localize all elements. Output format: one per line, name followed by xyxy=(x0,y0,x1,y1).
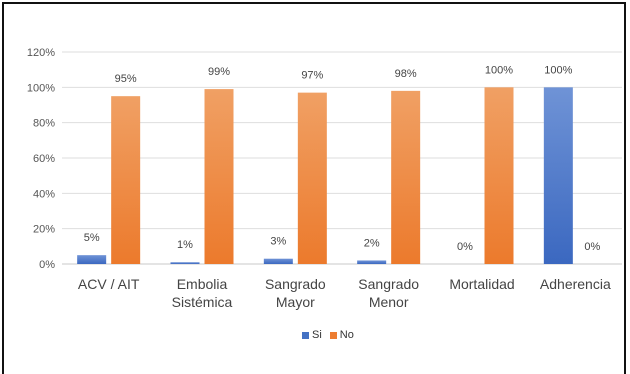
category-label: Adherencia xyxy=(540,276,611,292)
data-labels: 5% 95% 1% 99% 3% 97% 2% 98% 0% 100% 100% 0% xyxy=(84,64,601,253)
bars xyxy=(77,87,573,265)
category-label: Sangrado xyxy=(358,276,419,292)
category-label: Mayor xyxy=(276,294,315,310)
bar-no-4 xyxy=(484,87,514,264)
category-label: Embolia xyxy=(177,276,228,292)
data-label: 0% xyxy=(584,241,600,253)
bar-no-2 xyxy=(297,92,327,264)
bar-si-2 xyxy=(263,258,293,264)
bar-no-0 xyxy=(111,96,141,265)
data-label: 98% xyxy=(395,68,417,80)
category-label: Sistémica xyxy=(172,294,233,310)
y-tick-label: 120% xyxy=(27,47,55,59)
category-label: Mortalidad xyxy=(449,276,514,292)
bar-si-5 xyxy=(543,87,573,264)
bar-no-3 xyxy=(391,90,421,264)
category-label: Menor xyxy=(369,294,409,310)
legend-swatch-no xyxy=(329,331,337,339)
category-label: ACV / AIT xyxy=(78,276,140,292)
data-label: 3% xyxy=(270,236,286,248)
legend: Si No xyxy=(302,329,354,341)
gridlines xyxy=(62,51,622,265)
data-label: 2% xyxy=(364,237,380,249)
data-label: 0% xyxy=(457,241,473,253)
y-tick-label: 80% xyxy=(33,118,55,130)
data-label: 97% xyxy=(301,70,323,82)
bar-si-0 xyxy=(77,255,107,264)
data-label: 100% xyxy=(485,64,513,76)
data-label: 5% xyxy=(84,232,100,244)
x-axis-categories: ACV / AIT Embolia Sistémica Sangrado Mayor Sa… xyxy=(78,276,611,310)
y-tick-label: 0% xyxy=(39,259,55,271)
data-label: 100% xyxy=(544,64,572,76)
legend-item-si: Si xyxy=(302,329,322,341)
category-label: Sangrado xyxy=(265,276,326,292)
y-tick-label: 20% xyxy=(33,224,55,236)
legend-label-si: Si xyxy=(312,329,322,341)
y-tick-label: 60% xyxy=(33,153,55,165)
bar-si-1 xyxy=(170,262,200,264)
legend-swatch-si xyxy=(302,331,309,339)
y-axis-ticks: 0% 20% 40% 60% 80% 100% 120% xyxy=(27,47,55,271)
legend-item-no: No xyxy=(329,329,354,341)
bar-si-3 xyxy=(357,260,387,264)
y-tick-label: 40% xyxy=(33,188,55,200)
data-label: 1% xyxy=(177,239,193,251)
data-label: 95% xyxy=(115,73,137,85)
data-label: 99% xyxy=(208,66,230,78)
y-tick-label: 100% xyxy=(27,82,55,94)
legend-label-no: No xyxy=(339,329,354,341)
bar-no-1 xyxy=(204,89,234,264)
